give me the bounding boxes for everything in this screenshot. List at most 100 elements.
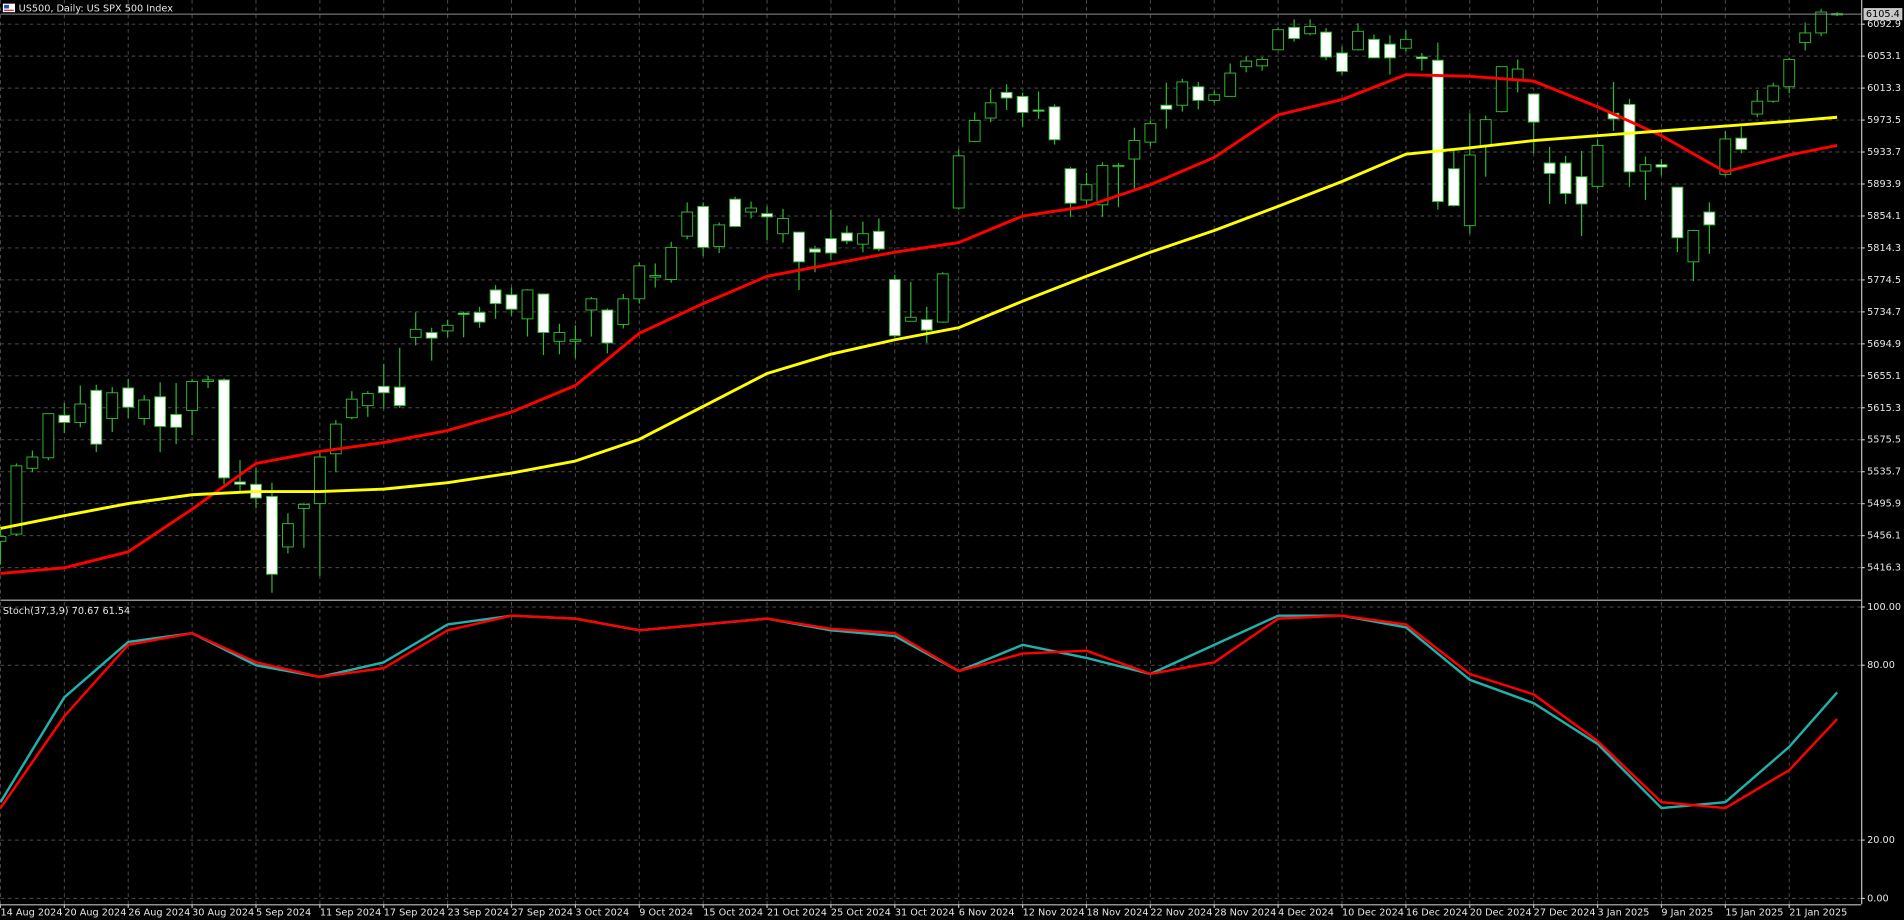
y-tick-label: 5694.9 [1867, 339, 1901, 350]
candle-body [1767, 85, 1780, 102]
candle-body [1224, 72, 1237, 97]
candle-body [1623, 103, 1636, 173]
y-tick-label: 5535.7 [1867, 467, 1901, 478]
x-tick-label: 14 Aug 2024 [0, 908, 62, 919]
grid-layer [0, 0, 1862, 905]
x-tick-label: 5 Sep 2024 [256, 908, 311, 919]
candle-body [1575, 176, 1588, 205]
y-tick-label: 80.00 [1867, 660, 1895, 671]
x-tick-label: 16 Dec 2024 [1406, 908, 1468, 919]
candle-body [26, 456, 39, 469]
candle-body [1463, 154, 1476, 227]
candle-body [218, 379, 230, 479]
candle-body [649, 275, 662, 278]
x-tick-label: 17 Sep 2024 [384, 908, 445, 919]
indicator-line [0, 73, 1838, 575]
candle-body [1352, 30, 1364, 51]
y-tick-label: 100.00 [1867, 602, 1901, 613]
candle-body [1208, 94, 1221, 101]
x-tick-label: 22 Nov 2024 [1150, 908, 1212, 919]
candle-body [1751, 100, 1764, 115]
candle-body [633, 265, 646, 300]
candle-body [297, 503, 310, 509]
candle-body [170, 413, 183, 428]
candle-body [856, 233, 869, 245]
candle-body [1735, 137, 1748, 150]
candle-body [601, 309, 614, 344]
candle-body [681, 211, 694, 237]
candle-body [1176, 81, 1189, 106]
candle-body [1655, 164, 1668, 168]
y-tick-label: 5973.5 [1867, 115, 1901, 126]
y-tick-label: 5854.1 [1867, 211, 1901, 222]
x-tick-label: 30 Aug 2024 [192, 908, 254, 919]
candle-body [122, 387, 135, 408]
candle-body [1495, 66, 1508, 113]
indicator-line [0, 614, 1839, 810]
candle-body [569, 339, 582, 342]
candle-body [1527, 93, 1540, 123]
candle-body [1447, 168, 1460, 207]
candle-body [585, 298, 598, 311]
candle-body [1543, 162, 1556, 174]
candle-body [1096, 164, 1109, 206]
x-tick-label: 15 Jan 2025 [1725, 908, 1783, 919]
candle-body [697, 205, 710, 248]
candle-body [809, 248, 821, 253]
indicator-line [0, 115, 1838, 530]
x-tick-label: 20 Aug 2024 [64, 908, 126, 919]
candle-body [1719, 138, 1732, 175]
candle-body [1128, 140, 1141, 160]
x-tick-label: 27 Sep 2024 [512, 908, 573, 919]
y-tick-label: 5734.7 [1867, 307, 1901, 318]
candle-body [1559, 162, 1572, 195]
candle-body [393, 386, 406, 407]
mark-layer [0, 8, 1862, 810]
candle-body [138, 399, 151, 419]
candle-body [1336, 52, 1348, 72]
candle-body [1160, 104, 1173, 110]
candle-body [1032, 109, 1045, 112]
indicator-title: Stoch(37,3,9) 70.67 61.54 [3, 606, 130, 617]
candle-body [42, 413, 55, 459]
x-tick-label: 15 Oct 2024 [703, 908, 763, 919]
candle-body [1256, 58, 1269, 67]
candle-body [377, 385, 390, 394]
candle-body [1080, 184, 1093, 201]
candle-body [234, 481, 246, 485]
chart-title: US500, Daily: US SPX 500 Index [19, 3, 174, 14]
candle-body [1431, 59, 1444, 203]
x-tick-label: 3 Oct 2024 [575, 908, 629, 919]
candle-body [793, 231, 805, 263]
candle-body [777, 217, 789, 235]
candle-body [1288, 26, 1301, 40]
x-tick-label: 18 Nov 2024 [1086, 908, 1148, 919]
candle-body [441, 324, 454, 332]
candle-body [1000, 91, 1013, 99]
candle-body [457, 312, 470, 315]
candle-body [1399, 38, 1412, 49]
y-tick-label: 5933.7 [1867, 147, 1901, 158]
candle-body [904, 316, 917, 322]
candle-body [1799, 32, 1812, 44]
candle-body [521, 289, 534, 320]
candle-body [1304, 26, 1316, 35]
candle-body [313, 456, 326, 505]
y-tick-label: 5814.3 [1867, 243, 1901, 254]
candle-body [920, 319, 933, 331]
candle-body [617, 298, 630, 325]
candle-body [968, 119, 981, 142]
candle-body [984, 102, 997, 119]
x-tick-label: 10 Dec 2024 [1342, 908, 1404, 919]
candle-body [745, 207, 758, 213]
candle-body [1687, 230, 1700, 263]
last-price-box [1863, 8, 1903, 21]
x-tick-label: 25 Oct 2024 [831, 908, 891, 919]
candle-body [1048, 106, 1061, 141]
candle-body [425, 332, 438, 339]
x-tick-label: 26 Aug 2024 [128, 908, 190, 919]
candle-body [1192, 86, 1205, 101]
